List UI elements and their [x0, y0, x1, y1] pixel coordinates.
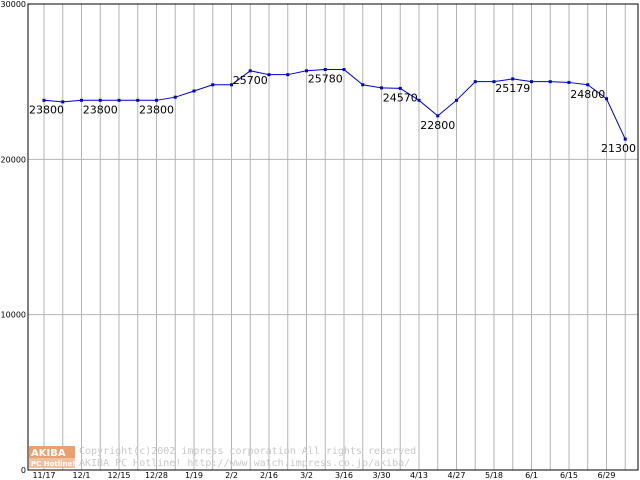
data-point — [192, 89, 196, 93]
y-tick-label: 20000 — [1, 155, 26, 164]
data-point — [80, 98, 83, 102]
x-tick-label: 4/13 — [410, 471, 428, 480]
x-tick-label: 12/28 — [145, 471, 168, 480]
data-point — [492, 80, 496, 84]
data-point — [361, 83, 365, 87]
series-line — [43, 69, 626, 140]
data-point — [173, 95, 177, 99]
x-tick-label: 12/15 — [107, 471, 130, 480]
data-point — [342, 68, 346, 72]
data-point — [117, 98, 121, 102]
x-tick-label: 12/1 — [73, 471, 91, 480]
data-point — [155, 98, 158, 102]
data-point — [286, 73, 290, 77]
x-tick-label: 6/29 — [598, 471, 616, 480]
x-tick-label: 2/2 — [225, 471, 238, 480]
series-points — [42, 68, 627, 141]
data-point — [42, 98, 46, 102]
data-label: 24570 — [383, 91, 418, 104]
data-point — [398, 86, 402, 90]
data-point — [136, 98, 140, 102]
data-point — [305, 69, 308, 73]
data-point — [586, 83, 590, 87]
x-tick-label: 3/16 — [335, 471, 353, 480]
data-point — [61, 100, 65, 104]
data-point — [230, 83, 233, 87]
data-label: 21300 — [601, 142, 636, 155]
data-point — [417, 98, 421, 102]
data-point — [436, 114, 440, 118]
data-point — [323, 68, 327, 72]
x-tick-label: 4/27 — [448, 471, 466, 480]
data-point — [248, 69, 252, 73]
url-line: AKIBA PC Hotline! http://www.watch.impre… — [79, 458, 410, 469]
data-label: 25179 — [495, 82, 530, 95]
x-tick-label: 2/16 — [260, 471, 278, 480]
x-tick-label: 6/15 — [560, 471, 578, 480]
data-point — [567, 80, 571, 84]
x-tick-label: 3/2 — [300, 471, 313, 480]
data-point — [98, 98, 102, 102]
x-tick-label: 1/19 — [185, 471, 203, 480]
copyright-line: Copyright(c)2002 impress corporation All… — [79, 446, 422, 457]
data-label: 23800 — [29, 103, 64, 116]
data-label: 24800 — [570, 88, 605, 101]
logo-top-text: AKIBA — [31, 448, 66, 459]
data-point — [267, 73, 271, 77]
data-point — [605, 97, 608, 101]
plot-frame — [27, 3, 639, 471]
data-point — [380, 86, 383, 90]
y-tick-label: 0 — [21, 466, 26, 475]
logo-bottom-text: PC Hotline! — [31, 460, 75, 468]
x-tick-label: 11/17 — [32, 471, 55, 480]
data-point — [530, 80, 533, 84]
data-label: 25700 — [233, 74, 268, 87]
x-axis-ticks: 11/17 12/1 12/15 12/28 1/19 2/2 2/16 3/2 3/16 3/3… — [32, 471, 615, 480]
data-point — [211, 83, 215, 87]
data-point — [623, 137, 627, 141]
y-axis-ticks: 0 10000 20000 30000 — [1, 0, 26, 475]
data-label: 23800 — [83, 103, 118, 116]
data-label: 22800 — [420, 119, 455, 132]
y-tick-label: 10000 — [1, 311, 26, 320]
grid-lines — [28, 4, 638, 470]
data-labels: 23800 23800 23800 25700 25780 24570 22800 25179… — [29, 73, 636, 156]
data-label: 25780 — [308, 73, 343, 86]
x-tick-label: 6/1 — [525, 471, 538, 480]
data-point — [511, 77, 515, 81]
x-tick-label: 5/18 — [485, 471, 503, 480]
data-point — [473, 80, 477, 84]
data-point — [455, 98, 458, 102]
x-tick-label: 3/30 — [373, 471, 391, 480]
copyright-watermark: AKIBA PC Hotline! Copyright(c)2002 impre… — [29, 446, 422, 469]
data-label: 23800 — [139, 103, 174, 116]
data-point — [548, 80, 552, 84]
y-tick-label: 30000 — [1, 0, 26, 9]
akiba-logo: AKIBA PC Hotline! — [29, 446, 75, 468]
